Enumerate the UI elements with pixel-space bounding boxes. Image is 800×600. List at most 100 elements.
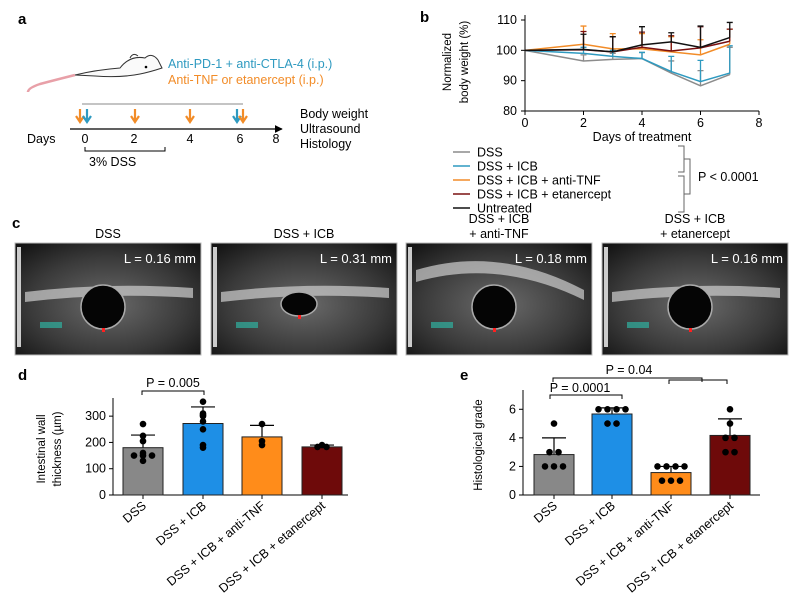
panel-label-e: e: [460, 367, 468, 384]
y-tick-label: 110: [497, 13, 517, 27]
y-tick-label: 6: [509, 402, 516, 416]
panel-label-c: c: [12, 215, 20, 232]
data-point: [550, 420, 558, 427]
data-point: [672, 463, 679, 470]
y-tick-label: 300: [85, 409, 106, 423]
bar-1: [182, 423, 224, 496]
error-bar: [697, 59, 704, 82]
panel-b-line-chart: b 80 90 100 110 0 2 4 6 8 Days of treatment Normal…: [420, 9, 763, 216]
p-value-annotation: P < 0.0001: [698, 170, 759, 184]
dss-label: 3% DSS: [89, 155, 136, 169]
treatment-tnf-label: Anti-TNF or etanercept (i.p.): [168, 73, 324, 87]
data-point: [722, 448, 729, 456]
data-point: [726, 405, 734, 413]
panel-label-b: b: [420, 9, 429, 26]
data-point: [258, 437, 266, 445]
data-point: [130, 452, 138, 459]
thickness-measurement: L = 0.16 mm: [124, 251, 196, 266]
intestinal-lumen: [667, 284, 713, 330]
significance-bracket: [141, 390, 205, 395]
ultrasound-image-1: DSS + ICB L = 0.31 mm: [210, 227, 398, 356]
image-title: DSS + ICB: [665, 212, 726, 226]
y-tick-label: 90: [503, 74, 517, 88]
thickness-marker: [689, 328, 692, 332]
data-point: [139, 432, 147, 440]
data-point: [199, 398, 207, 405]
data-point: [595, 405, 602, 413]
x-axis-label: Days of treatment: [593, 130, 692, 144]
day-tick-label: 8: [273, 132, 280, 146]
legend-label: DSS + ICB: [477, 160, 538, 174]
data-point: [546, 448, 553, 456]
x-tick-label: DSS + ICB + etanercept: [624, 498, 736, 595]
error-bar: [580, 33, 587, 50]
thickness-marker: [298, 315, 301, 319]
grayscale-bar: [408, 247, 412, 347]
day-tick-label: 2: [131, 132, 138, 146]
y-axis-label: Intestinal wall: [36, 414, 48, 483]
data-point: [613, 405, 620, 413]
legend-label: DSS: [477, 146, 503, 160]
data-point: [663, 463, 670, 470]
data-point: [139, 457, 147, 465]
day-ticks: 0 2 4 6 8: [82, 132, 280, 146]
significance-bracket: [552, 377, 728, 384]
y-axis-label: Normalized: [442, 33, 454, 91]
grayscale-bar: [604, 247, 608, 347]
measurement-label: [236, 322, 258, 328]
data-point: [258, 420, 266, 428]
x-tick-label: DSS: [531, 499, 560, 526]
tnf-dose-arrow-icon: [75, 109, 85, 124]
data-point: [681, 463, 688, 470]
error-bar: [726, 45, 733, 74]
error-bar: [600, 407, 624, 414]
image-title: + etanercept: [660, 227, 730, 241]
data-point: [541, 463, 549, 470]
x-tick-label: DSS + ICB: [153, 499, 209, 549]
legend-label: DSS + ICB + etanercept: [477, 188, 612, 202]
data-point: [139, 452, 147, 459]
thickness-marker: [493, 328, 496, 332]
error-bar: [697, 25, 704, 48]
y-axis-label: thickness (µm): [52, 411, 64, 486]
day-tick-label: 4: [187, 132, 194, 146]
panel-d-bar-chart: d 0 100 200 300 Intestinal wall thickness (µm…: [18, 367, 348, 596]
panel-e-bar-chart: e 0 2 4 6 Histological grade DSS DSS + ICBDSS …: [460, 363, 760, 596]
data-point: [314, 443, 321, 451]
data-point: [559, 463, 567, 470]
y-tick-label: 100: [85, 462, 106, 476]
p-value-annotation: P = 0.0001: [550, 381, 611, 395]
thickness-marker: [102, 328, 105, 332]
x-tick-label: 0: [522, 116, 529, 130]
treatment-icb-label: Anti-PD-1 + anti-CTLA-4 (i.p.): [168, 57, 332, 71]
image-title: DSS + ICB: [274, 227, 335, 241]
y-axis-label: Histological grade: [473, 399, 485, 490]
x-tick-label: 6: [697, 116, 704, 130]
bar-3: [709, 434, 751, 496]
p-value-annotation: P = 0.04: [606, 363, 653, 377]
tnf-dose-arrow-icon: [238, 109, 248, 124]
data-point: [199, 412, 207, 420]
data-point: [148, 452, 156, 459]
tnf-dose-arrow-icon: [185, 109, 195, 124]
data-point: [731, 434, 738, 442]
p-value-annotation: P = 0.005: [146, 376, 200, 390]
image-title: DSS + ICB: [469, 212, 530, 226]
panel-label-d: d: [18, 367, 27, 384]
data-point: [139, 420, 147, 428]
measurement-label: [40, 322, 62, 328]
data-point: [654, 463, 661, 470]
dose-arrows: [75, 109, 248, 124]
x-tick-label: 8: [756, 116, 763, 130]
y-tick-label: 0: [99, 488, 106, 502]
ultrasound-image-3: DSS + ICB+ etanercept L = 0.16 mm: [601, 212, 789, 356]
intestinal-lumen: [471, 284, 517, 330]
legend-label: Untreated: [477, 202, 532, 216]
significance-bracket: [678, 145, 691, 213]
data-point: [722, 434, 729, 442]
intestinal-lumen: [280, 291, 318, 317]
significance-bracket: [549, 394, 623, 399]
mouse-illustration-icon: [26, 53, 163, 93]
